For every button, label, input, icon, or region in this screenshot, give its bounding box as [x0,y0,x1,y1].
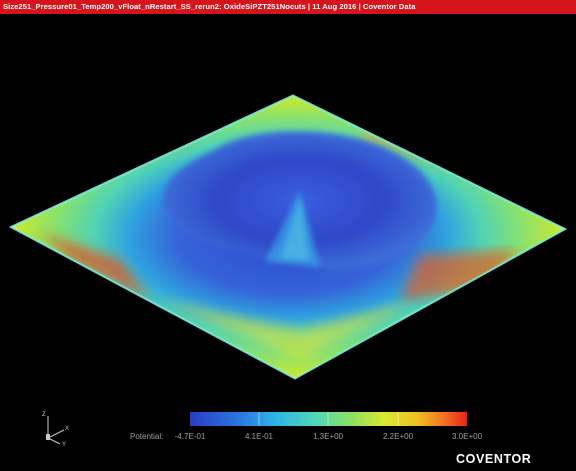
legend-tick-label: -4.7E-01 [174,432,206,441]
legend-tick-label: 4.1E-01 [244,432,274,441]
coventor-logo: COVENTOR [456,452,532,466]
potential-plate [10,95,566,379]
legend-title: Potential: [130,432,164,441]
plate-outline [8,94,568,380]
legend-tick-label: 2.2E+00 [382,432,414,441]
legend-tick-label: 1.3E+00 [312,432,344,441]
title-bar: Size251_Pressure01_Temp200_vFloat_nResta… [0,0,576,14]
legend-gradient [190,412,467,426]
legend-colorbar [190,412,467,426]
axis-triad-icon[interactable]: Z X Y [38,412,78,452]
axis-label-y: Y [62,442,67,448]
plot-area[interactable] [0,14,576,471]
potential-field-render [8,94,568,426]
axis-label-z: Z [42,412,46,418]
axis-label-x: X [65,426,70,432]
legend-tick-label: 3.0E+00 [451,432,483,441]
